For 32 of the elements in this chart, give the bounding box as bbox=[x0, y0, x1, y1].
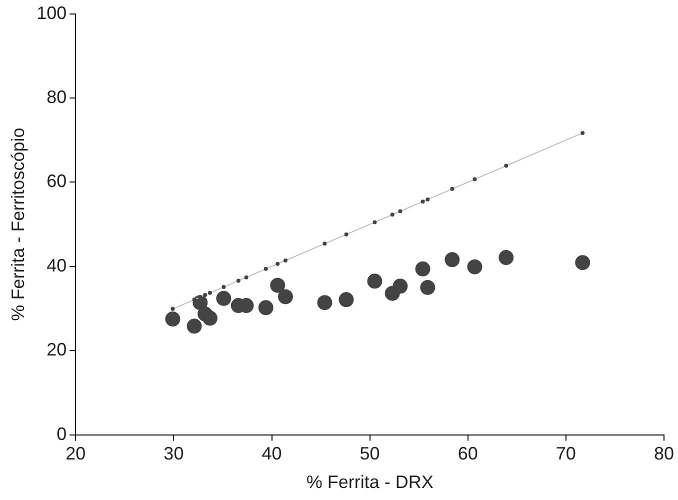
x-tick-label: 80 bbox=[654, 444, 674, 464]
x-tick-label: 60 bbox=[458, 444, 478, 464]
y-tick-label: 100 bbox=[36, 2, 67, 23]
point bbox=[270, 278, 286, 293]
x-axis-title: % Ferrita - DRX bbox=[306, 472, 434, 492]
point bbox=[338, 292, 354, 308]
y-tick-label: 60 bbox=[46, 171, 67, 192]
point bbox=[392, 278, 408, 294]
point bbox=[202, 310, 218, 326]
x-tick-label: 20 bbox=[66, 444, 86, 464]
point bbox=[317, 295, 332, 310]
x-tick-label: 50 bbox=[360, 444, 380, 464]
y-tick-label: 20 bbox=[46, 340, 67, 360]
point bbox=[498, 250, 514, 266]
point bbox=[367, 274, 382, 289]
point bbox=[467, 259, 482, 274]
point bbox=[278, 289, 293, 304]
x-tick-label: 40 bbox=[262, 444, 282, 464]
y-axis-title: % Ferrita - Ferritoscópio bbox=[8, 128, 28, 321]
point bbox=[186, 318, 202, 334]
point bbox=[216, 290, 232, 306]
point bbox=[258, 300, 274, 316]
y-tick-label: 40 bbox=[46, 255, 67, 276]
point bbox=[575, 255, 590, 270]
x-tick-label: 70 bbox=[556, 444, 576, 464]
point bbox=[420, 280, 436, 295]
point bbox=[415, 261, 430, 276]
point bbox=[444, 252, 460, 268]
point bbox=[165, 312, 180, 327]
y-tick-label: 0 bbox=[56, 424, 67, 444]
x-tick-label: 30 bbox=[164, 444, 184, 464]
y-tick-label: 80 bbox=[46, 86, 67, 107]
